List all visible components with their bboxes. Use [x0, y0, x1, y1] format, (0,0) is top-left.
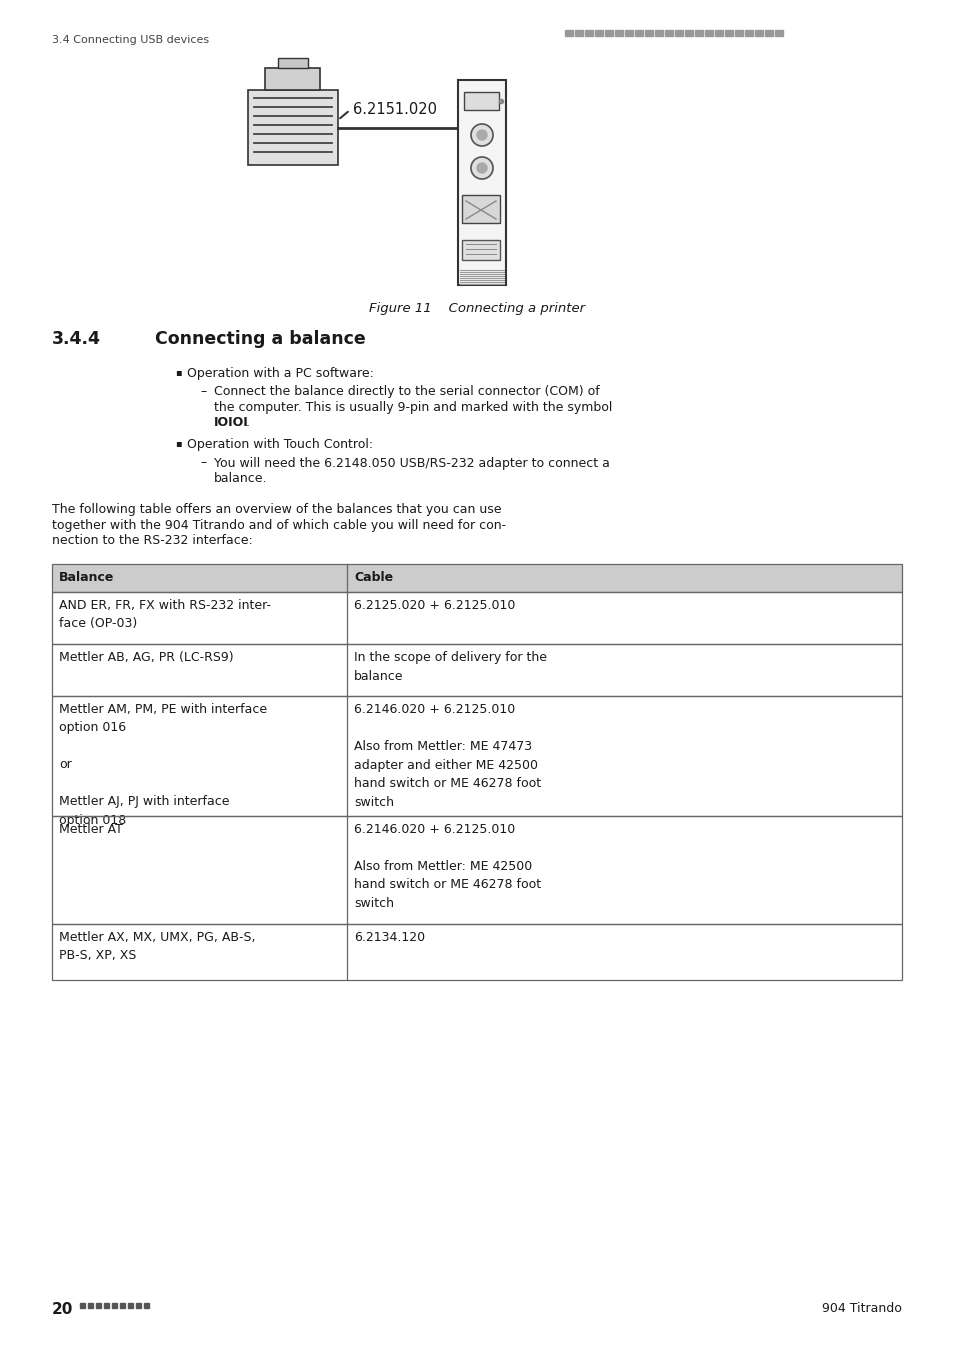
Bar [52, 644, 901, 697]
Bar [461, 194, 499, 223]
Bar [463, 92, 498, 109]
Bar [684, 30, 692, 36]
Text: Operation with a PC software:: Operation with a PC software: [187, 367, 374, 379]
Bar [564, 30, 573, 36]
Circle shape [476, 163, 486, 173]
Bar [461, 240, 499, 261]
Bar [52, 923, 901, 980]
Text: Connect the balance directly to the serial connector (COM) of: Connect the balance directly to the seri… [213, 386, 599, 398]
Text: Operation with Touch Control:: Operation with Touch Control: [187, 437, 373, 451]
Bar [575, 30, 582, 36]
Bar [120, 1303, 125, 1308]
Bar [664, 30, 672, 36]
Circle shape [471, 124, 493, 146]
Text: 904 Titrando: 904 Titrando [821, 1301, 901, 1315]
Bar [774, 30, 782, 36]
Bar [754, 30, 762, 36]
Text: Mettler AT: Mettler AT [59, 824, 123, 836]
Text: nection to the RS-232 interface:: nection to the RS-232 interface: [52, 535, 253, 548]
Bar [96, 1303, 101, 1308]
Bar [265, 68, 320, 90]
Text: Mettler AM, PM, PE with interface
option 016

or

Mettler AJ, PJ with interface
: Mettler AM, PM, PE with interface option… [59, 703, 267, 828]
Bar [52, 593, 901, 644]
Text: 6.2151.020: 6.2151.020 [353, 103, 436, 117]
Bar [604, 30, 613, 36]
Text: ▪: ▪ [174, 367, 181, 377]
Bar [277, 58, 308, 68]
Bar [635, 30, 642, 36]
Bar [52, 564, 901, 593]
Bar [144, 1303, 149, 1308]
Text: 6.2146.020 + 6.2125.010

Also from Mettler: ME 47473
adapter and either ME 42500: 6.2146.020 + 6.2125.010 Also from Mettle… [354, 703, 540, 809]
Text: AND ER, FR, FX with RS-232 inter-
face (OP-03): AND ER, FR, FX with RS-232 inter- face (… [59, 599, 271, 630]
Bar [52, 593, 901, 644]
Text: the computer. This is usually 9-pin and marked with the symbol: the computer. This is usually 9-pin and … [213, 401, 612, 414]
Bar [734, 30, 742, 36]
Bar [52, 644, 901, 697]
Bar [595, 30, 602, 36]
Text: .: . [246, 417, 250, 429]
Bar [704, 30, 712, 36]
Bar [52, 564, 901, 593]
Bar [80, 1303, 85, 1308]
Bar [104, 1303, 109, 1308]
Text: together with the 904 Titrando and of which cable you will need for con-: together with the 904 Titrando and of wh… [52, 518, 506, 532]
Bar [744, 30, 752, 36]
Bar [52, 697, 901, 815]
Bar [584, 30, 593, 36]
Bar [88, 1303, 92, 1308]
Text: Cable: Cable [354, 571, 393, 585]
Bar [624, 30, 633, 36]
Text: 3.4.4: 3.4.4 [52, 329, 101, 348]
Bar [112, 1303, 117, 1308]
Bar [52, 815, 901, 923]
Text: Mettler AB, AG, PR (LC-RS9): Mettler AB, AG, PR (LC-RS9) [59, 651, 233, 664]
Circle shape [471, 157, 493, 180]
Text: The following table offers an overview of the balances that you can use: The following table offers an overview o… [52, 504, 501, 517]
Text: –: – [200, 456, 206, 470]
Bar [714, 30, 722, 36]
Bar [52, 815, 901, 923]
Bar [724, 30, 732, 36]
Bar [675, 30, 682, 36]
Text: 3.4 Connecting USB devices: 3.4 Connecting USB devices [52, 35, 209, 45]
Bar [655, 30, 662, 36]
Text: Connecting a balance: Connecting a balance [154, 329, 365, 348]
Bar [52, 697, 901, 815]
Bar [615, 30, 622, 36]
Text: Figure 11    Connecting a printer: Figure 11 Connecting a printer [369, 302, 584, 315]
Text: In the scope of delivery for the
balance: In the scope of delivery for the balance [354, 651, 546, 683]
Text: 6.2146.020 + 6.2125.010

Also from Mettler: ME 42500
hand switch or ME 46278 foo: 6.2146.020 + 6.2125.010 Also from Mettle… [354, 824, 540, 910]
Text: 6.2134.120: 6.2134.120 [354, 931, 425, 944]
Text: –: – [200, 386, 206, 398]
Bar [764, 30, 772, 36]
Text: 6.2125.020 + 6.2125.010: 6.2125.020 + 6.2125.010 [354, 599, 515, 612]
Text: Mettler AX, MX, UMX, PG, AB-S,
PB-S, XP, XS: Mettler AX, MX, UMX, PG, AB-S, PB-S, XP,… [59, 931, 255, 963]
Bar [248, 90, 337, 165]
Bar [457, 80, 505, 285]
Bar [128, 1303, 132, 1308]
Text: ▪: ▪ [174, 437, 181, 448]
Text: 20: 20 [52, 1301, 73, 1318]
Text: Balance: Balance [59, 571, 114, 585]
Circle shape [476, 130, 486, 140]
Text: balance.: balance. [213, 472, 267, 485]
Text: IOIOI: IOIOI [213, 417, 249, 429]
Bar [695, 30, 702, 36]
Bar [52, 923, 901, 980]
Bar [136, 1303, 141, 1308]
Text: You will need the 6.2148.050 USB/RS-232 adapter to connect a: You will need the 6.2148.050 USB/RS-232 … [213, 456, 609, 470]
Bar [644, 30, 652, 36]
